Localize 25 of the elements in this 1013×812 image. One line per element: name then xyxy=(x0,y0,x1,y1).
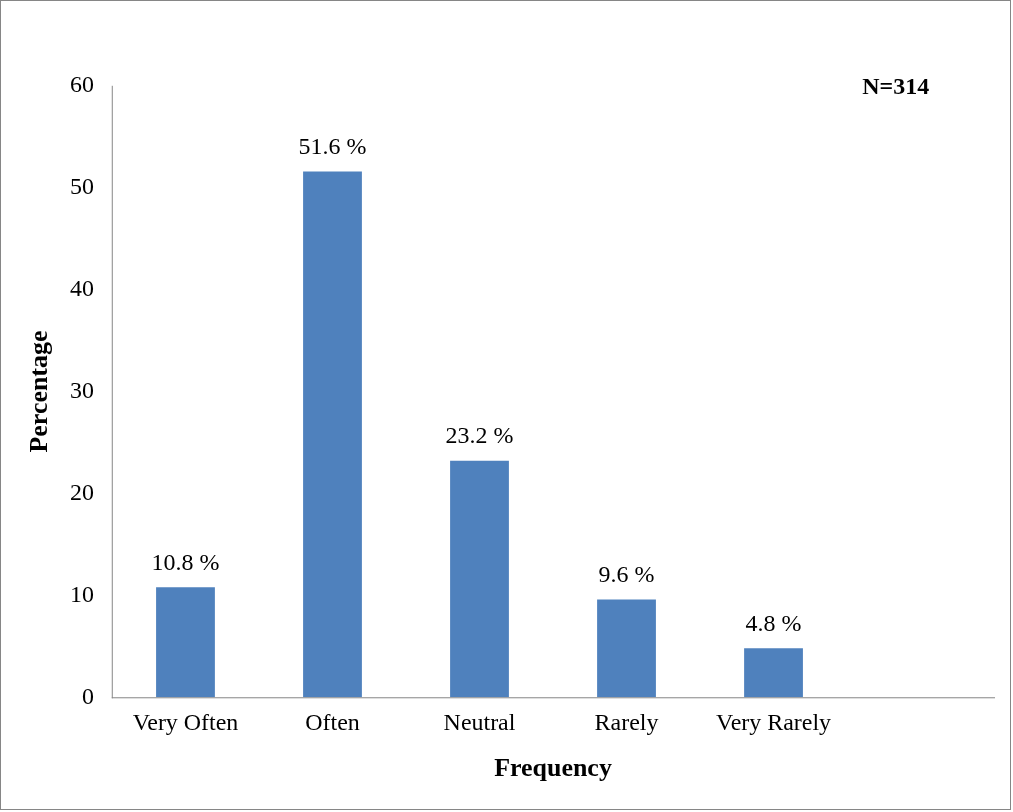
y-tick-label: 10 xyxy=(70,580,95,607)
x-tick-label: Often xyxy=(305,708,360,735)
x-tick-label: Neutral xyxy=(443,708,516,735)
bar xyxy=(303,171,362,698)
bar xyxy=(450,460,509,698)
data-label: 10.8 % xyxy=(151,548,220,575)
y-tick-label: 30 xyxy=(70,376,95,403)
bar xyxy=(156,587,215,698)
y-tick-label: 40 xyxy=(70,274,95,301)
x-axis-title: Frequency xyxy=(494,753,612,783)
y-tick-label: 20 xyxy=(70,478,95,505)
y-tick-label: 60 xyxy=(70,71,95,98)
x-tick-label: Rarely xyxy=(594,708,659,735)
data-label: 23.2 % xyxy=(445,422,514,449)
data-label: 4.8 % xyxy=(745,609,802,636)
y-tick-label: 50 xyxy=(70,172,95,199)
y-tick-label: 0 xyxy=(82,682,95,709)
bar xyxy=(597,599,656,698)
y-axis-title: Percentage xyxy=(24,330,54,453)
data-label: 51.6 % xyxy=(298,132,367,159)
annotation: N=314 xyxy=(862,72,930,99)
bar xyxy=(744,648,803,698)
x-tick-label: Very Often xyxy=(132,708,239,735)
data-label: 9.6 % xyxy=(598,560,655,587)
x-tick-label: Very Rarely xyxy=(716,708,832,735)
